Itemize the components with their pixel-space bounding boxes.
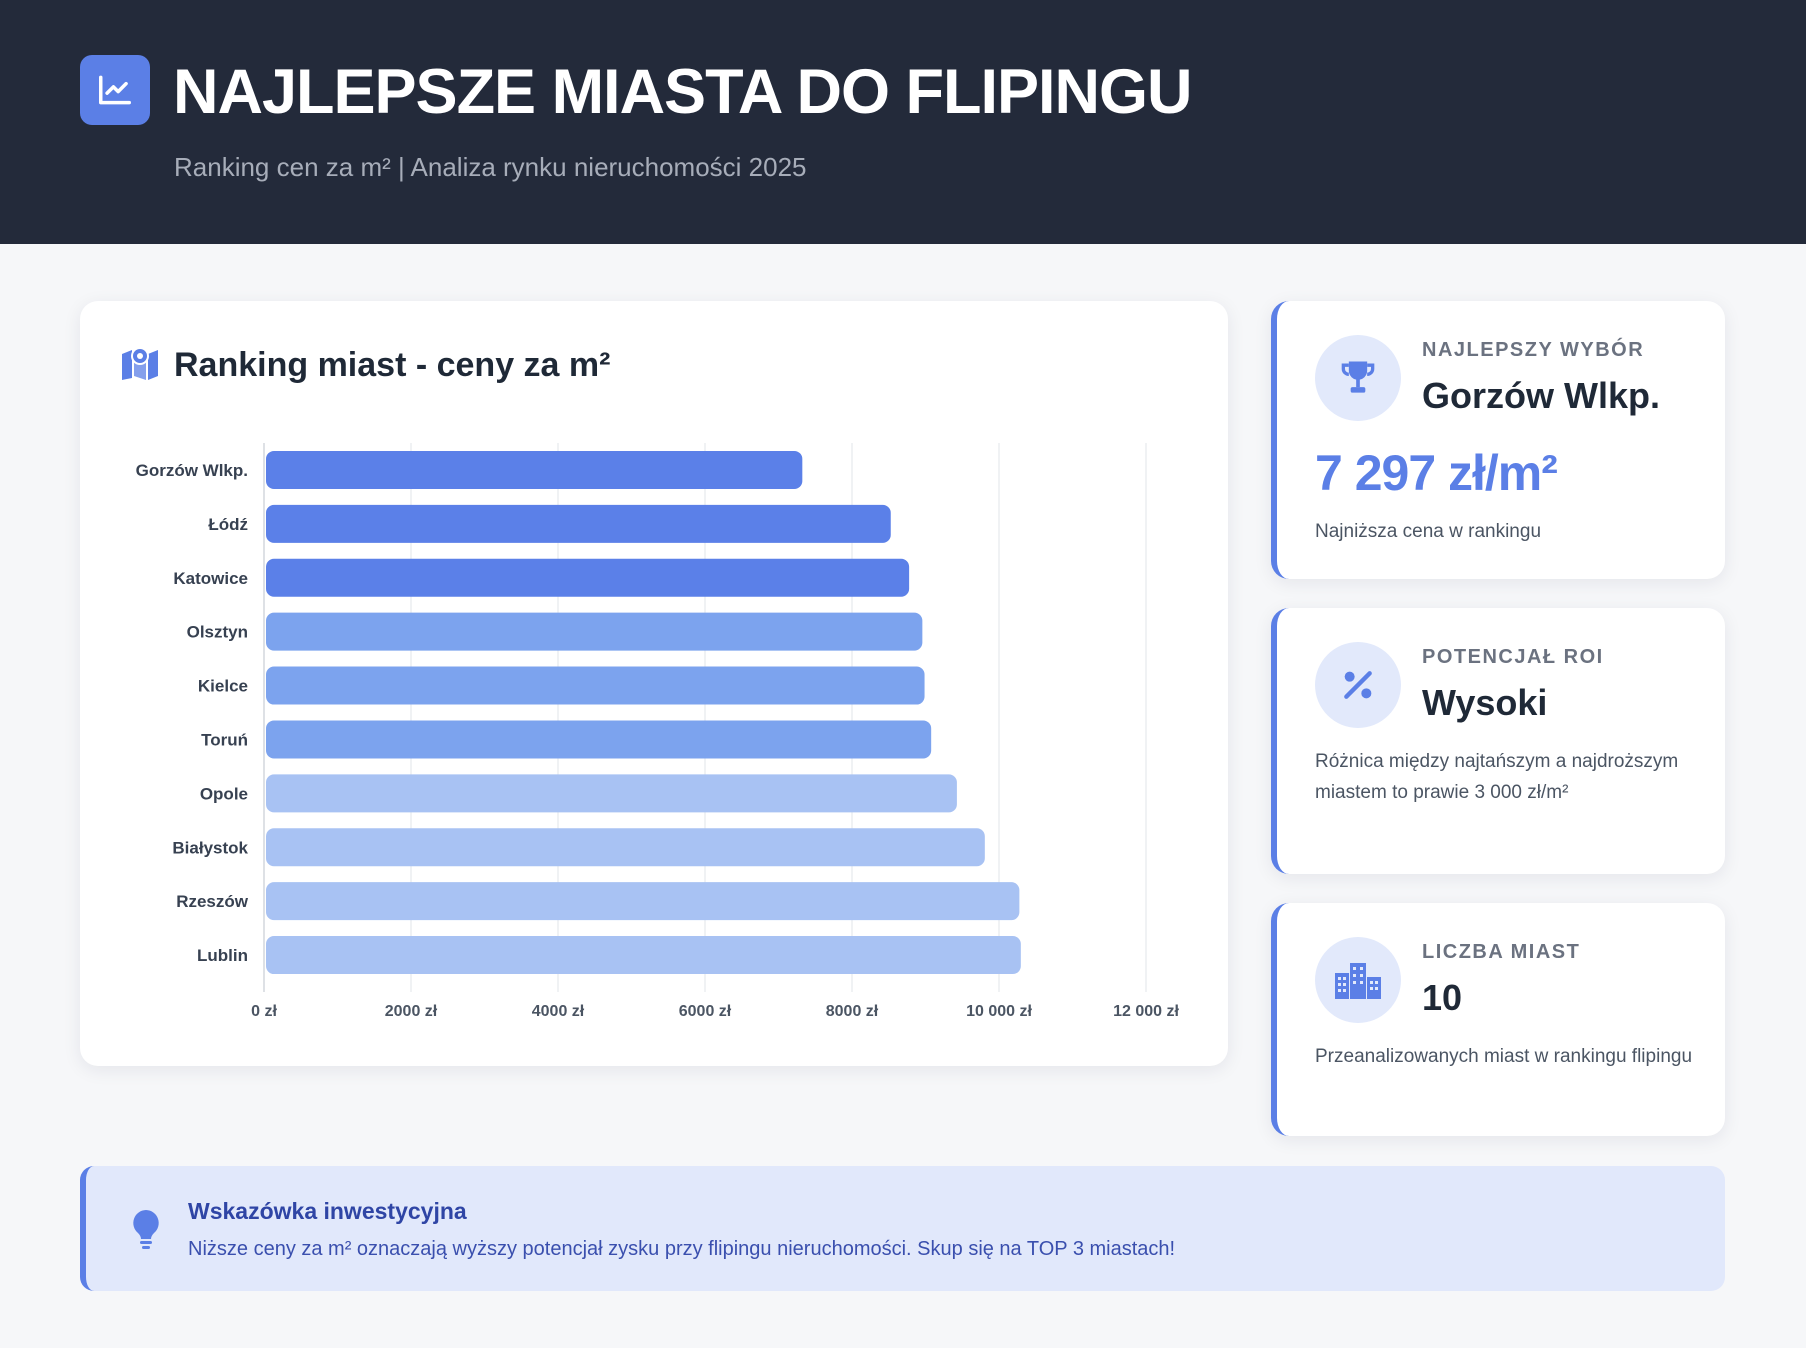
bar [266, 504, 891, 543]
bar [266, 720, 932, 759]
stat-card-best-choice: NAJLEPSZY WYBÓR Gorzów Wlkp. 7 297 zł/m²… [1271, 301, 1725, 579]
map-icon [120, 345, 160, 386]
stat-card-city-count: LICZBA MIAST 10 Przeanalizowanych miast … [1271, 903, 1725, 1136]
y-category-label: Lublin [197, 946, 248, 965]
stat-value: 10 [1422, 977, 1463, 1018]
lightbulb-icon [130, 1208, 162, 1255]
stat-value: Wysoki [1422, 682, 1548, 723]
bar [266, 936, 1021, 975]
trophy-icon [1315, 335, 1401, 421]
chart-title-row: Ranking miast - ceny za m² [120, 345, 610, 386]
chart-card: Ranking miast - ceny za m² 0 zł 2000 zł 40… [80, 301, 1228, 1066]
x-tick-label: 10 000 zł [966, 1003, 1032, 1020]
y-category-label: Łódź [208, 515, 248, 534]
percent-icon [1315, 642, 1401, 728]
y-category-label: Gorzów Wlkp. [136, 461, 248, 480]
stat-label: LICZBA MIAST [1422, 941, 1581, 963]
y-category-label: Olsztyn [187, 623, 248, 642]
stat-price: 7 297 zł/m² [1315, 445, 1558, 501]
chart-title: Ranking miast - ceny za m² [174, 346, 611, 384]
y-category-label: Białystok [172, 838, 248, 857]
x-tick-label: 2000 zł [385, 1003, 438, 1020]
trend-chart-icon [80, 55, 150, 125]
investment-tip: Wskazówka inwestycyjna Niższe ceny za m²… [80, 1166, 1725, 1291]
tip-text: Niższe ceny za m² oznaczają wyższy poten… [188, 1238, 1176, 1260]
x-tick-label: 12 000 zł [1113, 1003, 1179, 1020]
stat-card-roi: POTENCJAŁ ROI Wysoki Różnica między najt… [1271, 608, 1725, 874]
page-header: NAJLEPSZE MIASTA DO FLIPINGU Ranking cen… [0, 0, 1806, 244]
y-category-label: Kielce [198, 677, 248, 696]
bar-chart: 0 zł 2000 zł 4000 zł 6000 zł 8000 zł 10 000 z… [136, 443, 1179, 1020]
bar [266, 666, 925, 705]
page-title: NAJLEPSZE MIASTA DO FLIPINGU [173, 57, 1193, 127]
y-category-label: Toruń [201, 730, 248, 749]
bar [266, 774, 957, 813]
x-tick-label: 8000 zł [826, 1003, 879, 1020]
y-category-label: Katowice [173, 569, 248, 588]
page-subtitle: Ranking cen za m² | Analiza rynku nieruc… [174, 152, 807, 182]
x-tick-label: 0 zł [251, 1003, 277, 1020]
y-category-label: Rzeszów [176, 892, 249, 911]
y-category-label: Opole [200, 784, 248, 803]
bar [266, 612, 923, 651]
bar [266, 882, 1020, 921]
stat-label: NAJLEPSZY WYBÓR [1422, 339, 1645, 361]
bar [266, 558, 910, 597]
city-icon [1315, 937, 1401, 1023]
stat-description: Różnica między najtańszym a najdroższym … [1315, 751, 1679, 803]
stat-description: Najniższa cena w rankingu [1315, 521, 1542, 542]
stat-label: POTENCJAŁ ROI [1422, 646, 1604, 668]
stat-description: Przeanalizowanych miast w rankingu flipi… [1315, 1046, 1693, 1067]
x-tick-label: 6000 zł [679, 1003, 732, 1020]
tip-title: Wskazówka inwestycyjna [188, 1198, 467, 1224]
bar [266, 450, 803, 489]
stat-value: Gorzów Wlkp. [1422, 375, 1660, 416]
bar [266, 828, 985, 867]
x-tick-label: 4000 zł [532, 1003, 585, 1020]
